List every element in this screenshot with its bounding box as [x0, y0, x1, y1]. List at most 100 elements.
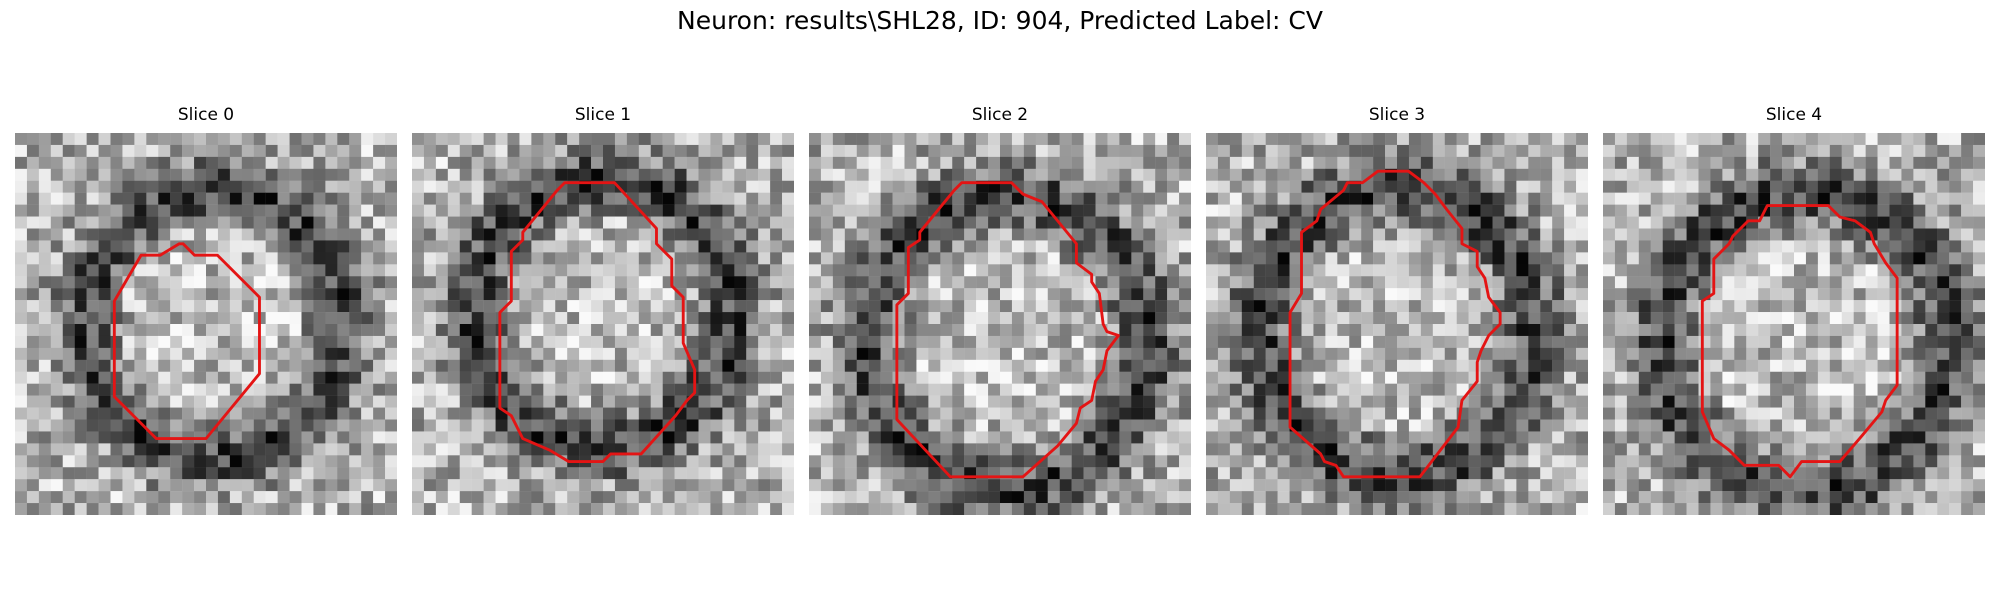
- pixel-cell: [38, 395, 52, 408]
- pixel-cell: [868, 156, 881, 170]
- pixel-cell: [1758, 347, 1771, 361]
- pixel-cell: [698, 156, 711, 170]
- pixel-cell: [1552, 264, 1565, 277]
- pixel-cell: [15, 144, 28, 158]
- pixel-cell: [1432, 156, 1445, 170]
- pixel-cell: [412, 300, 425, 313]
- pixel-cell: [313, 479, 326, 492]
- pixel-cell: [361, 359, 374, 372]
- pixel-cell: [809, 347, 822, 361]
- pixel-cell: [964, 347, 977, 361]
- pixel-cell: [1650, 312, 1663, 325]
- pixel-cell: [158, 133, 171, 146]
- pixel-cell: [1408, 395, 1422, 408]
- pixel-cell: [1817, 168, 1831, 181]
- pixel-cell: [1686, 335, 1699, 349]
- pixel-cell: [1674, 371, 1687, 384]
- pixel-cell: [301, 276, 314, 289]
- pixel-cell: [1877, 288, 1890, 301]
- pixel-cell: [820, 395, 834, 408]
- pixel-cell: [880, 276, 893, 289]
- pixel-cell: [1059, 467, 1072, 480]
- pixel-cell: [86, 395, 99, 408]
- pixel-cell: [194, 419, 207, 432]
- pixel-cell: [74, 383, 87, 396]
- pixel-cell: [686, 204, 699, 217]
- pixel-cell: [710, 276, 723, 289]
- pixel-cell: [686, 144, 699, 158]
- pixel-cell: [1265, 264, 1278, 277]
- pixel-cell: [722, 443, 735, 456]
- pixel-cell: [50, 479, 63, 492]
- pixel-cell: [1961, 443, 1974, 456]
- pixel-cell: [844, 252, 857, 265]
- pixel-cell: [832, 133, 846, 146]
- pixel-cell: [349, 252, 362, 265]
- pixel-cell: [1782, 192, 1795, 205]
- pixel-cell: [182, 133, 195, 146]
- pixel-cell: [1337, 491, 1350, 504]
- pixel-cell: [1662, 156, 1675, 170]
- pixel-cell: [567, 503, 580, 515]
- pixel-cell: [229, 324, 243, 337]
- pixel-cell: [1456, 204, 1469, 217]
- pixel-cell: [1853, 300, 1866, 313]
- pixel-cell: [1444, 371, 1457, 384]
- pixel-cell: [1143, 252, 1156, 265]
- pixel-cell: [844, 204, 857, 217]
- pixel-cell: [1468, 216, 1481, 229]
- pixel-cell: [1504, 419, 1517, 432]
- pixel-cell: [638, 192, 651, 205]
- pixel-cell: [880, 312, 893, 325]
- pixel-cell: [1059, 395, 1072, 408]
- pixel-cell: [1603, 407, 1616, 420]
- pixel-cell: [1059, 252, 1072, 265]
- pixel-cell: [1925, 312, 1938, 325]
- pixel-cell: [1155, 144, 1168, 158]
- pixel-cell: [1564, 371, 1577, 384]
- pixel-cell: [1301, 133, 1314, 146]
- pixel-cell: [301, 371, 314, 384]
- pixel-cell: [170, 204, 183, 217]
- pixel-cell: [782, 300, 794, 313]
- pixel-cell: [722, 156, 735, 170]
- pixel-cell: [904, 180, 917, 193]
- pixel-cell: [1564, 335, 1577, 349]
- pixel-cell: [1710, 335, 1723, 349]
- pixel-cell: [1540, 300, 1553, 313]
- pixel-cell: [1540, 156, 1553, 170]
- pixel-cell: [229, 252, 243, 265]
- pixel-cell: [638, 144, 651, 158]
- pixel-cell: [1241, 276, 1254, 289]
- pixel-cell: [1361, 395, 1374, 408]
- pixel-cell: [1206, 479, 1219, 492]
- pixel-cell: [158, 192, 171, 205]
- pixel-cell: [1071, 479, 1084, 492]
- pixel-cell: [217, 335, 231, 349]
- pixel-cell: [555, 335, 568, 349]
- pixel-cell: [253, 276, 266, 289]
- pixel-cell: [856, 491, 869, 504]
- pixel-cell: [447, 371, 460, 384]
- pixel-cell: [170, 491, 183, 504]
- pixel-cell: [1829, 240, 1842, 253]
- pixel-cell: [555, 204, 568, 217]
- pixel-cell: [988, 276, 1001, 289]
- pixel-cell: [1265, 443, 1278, 456]
- pixel-cell: [1349, 168, 1362, 181]
- pixel-cell: [1961, 216, 1974, 229]
- pixel-cell: [662, 347, 675, 361]
- pixel-cell: [1047, 491, 1060, 504]
- pixel-cell: [1206, 228, 1219, 241]
- pixel-cell: [1734, 395, 1747, 408]
- pixel-cell: [313, 144, 326, 158]
- pixel-cell: [892, 491, 905, 504]
- pixel-cell: [1614, 419, 1628, 432]
- pixel-cell: [1217, 383, 1231, 396]
- pixel-cell: [591, 276, 604, 289]
- pixel-cell: [1444, 300, 1457, 313]
- pixel-cell: [1432, 276, 1445, 289]
- pixel-cell: [734, 455, 747, 468]
- pixel-cell: [1746, 133, 1759, 146]
- pixel-cell: [1877, 144, 1890, 158]
